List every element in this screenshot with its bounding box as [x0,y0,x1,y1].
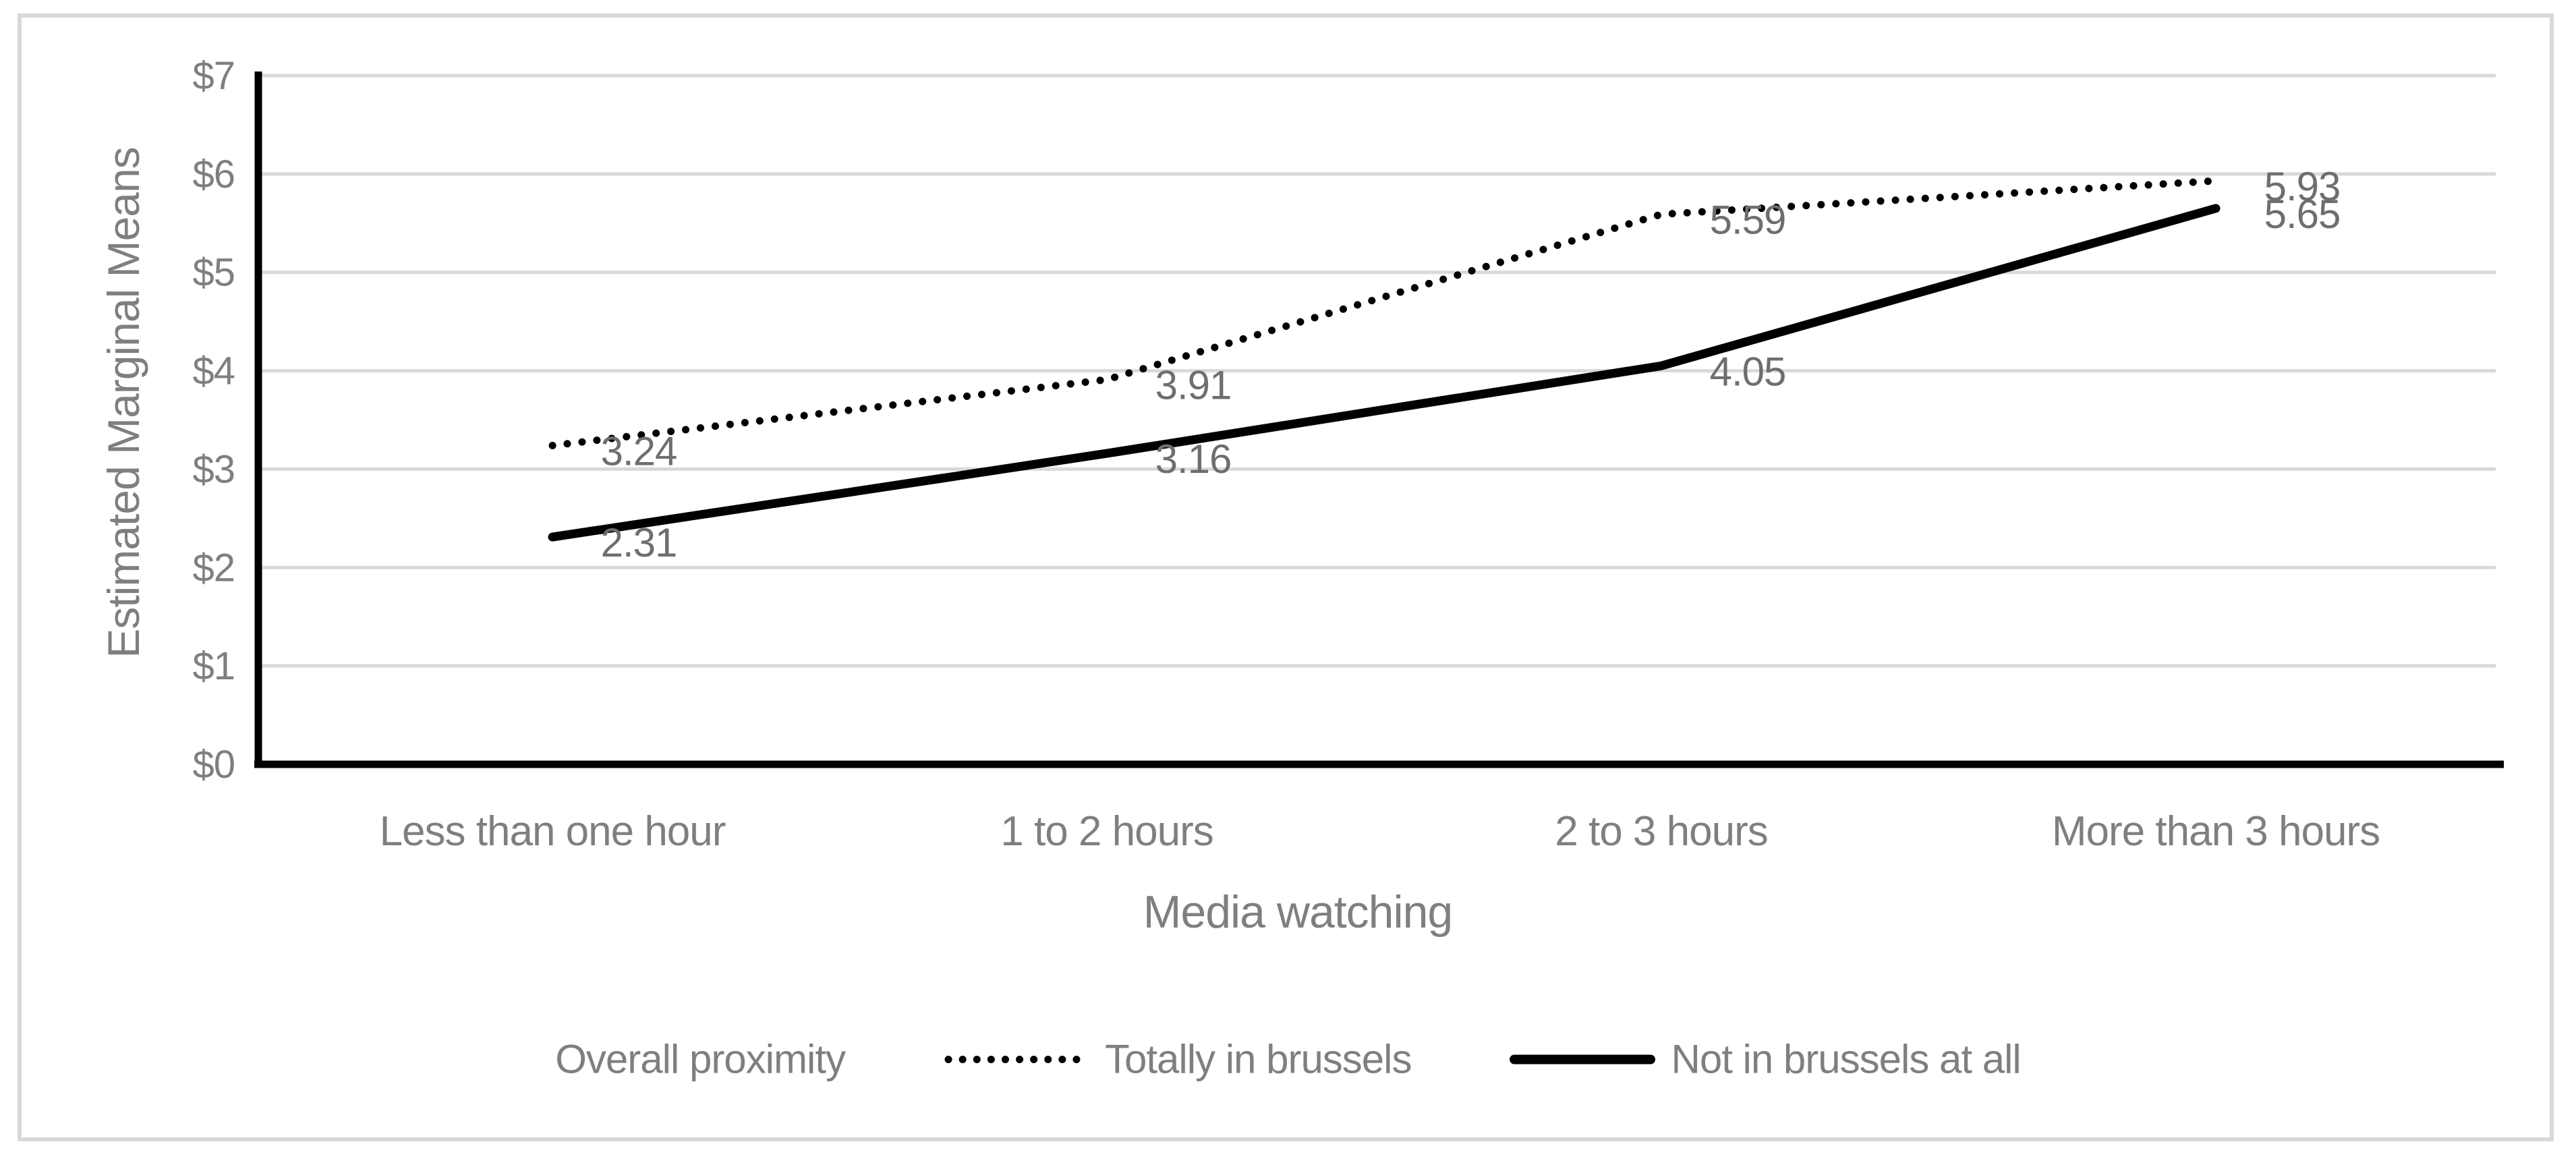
data-label: 5.65 [2264,192,2341,237]
solid-line-sample [1509,1054,1655,1064]
legend-title: Overall proximity [555,1036,846,1082]
dotted-line-sample [944,1055,1087,1063]
y-tick-label: $2 [192,546,235,590]
x-tick-label: 1 to 2 hours [1000,808,1213,855]
x-tick-label: Less than one hour [380,808,726,855]
legend-item-totally-in-brussels: Totally in brussels [943,1036,1412,1083]
data-label: 4.05 [1710,349,1786,394]
legend-item-label: Totally in brussels [1104,1036,1412,1082]
data-label: 3.16 [1155,436,1232,482]
series-line-solid [548,204,2221,542]
data-label: 5.59 [1710,198,1786,243]
y-axis-title: Estimated Marginal Means [98,147,148,658]
y-tick-label: $5 [192,251,235,295]
y-tick-label: $4 [192,349,235,393]
legend-item-not-in-brussels: Not in brussels at all [1509,1036,2022,1083]
legend-item-label: Not in brussels at all [1671,1036,2022,1082]
data-label: 3.91 [1155,363,1232,408]
y-tick-label: $6 [192,152,235,196]
x-axis-title: Media watching [1143,886,1453,938]
y-tick-label: $7 [192,54,235,98]
data-label: 3.24 [601,428,677,474]
series-line-dotted [548,177,2220,449]
y-tick-label: $0 [192,743,235,787]
chart-frame [18,13,2554,1141]
y-tick-label: $3 [192,447,235,491]
x-tick-label: More than 3 hours [2052,808,2380,855]
x-tick-label: 2 to 3 hours [1555,808,1767,855]
legend: Overall proximity Totally in brussels No… [0,1036,2576,1083]
data-label: 2.31 [601,520,677,565]
y-tick-label: $1 [192,644,235,688]
data-label: 5.93 [2264,164,2341,209]
